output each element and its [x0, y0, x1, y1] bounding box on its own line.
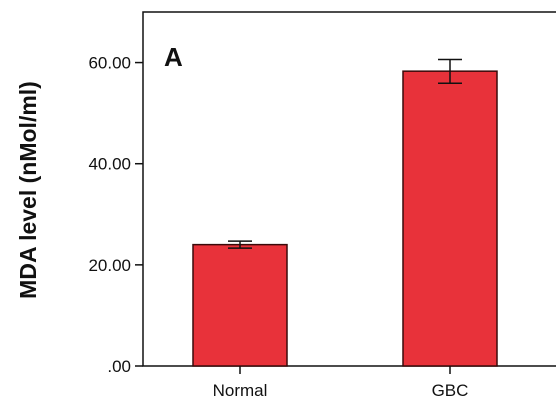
y-tick-label: 20.00: [88, 256, 131, 275]
y-tick-label: 60.00: [88, 54, 131, 73]
y-axis-title: MDA level (nMol/ml): [15, 81, 41, 299]
panel-letter: A: [164, 42, 183, 72]
x-axis-labels: Normal GBC: [213, 366, 469, 400]
plot-frame: [142, 11, 556, 367]
y-axis-ticks: .00 20.00 40.00 60.00: [88, 54, 143, 376]
bar-gbc: [402, 70, 498, 367]
bar-normal: [192, 243, 288, 367]
y-tick-label: .00: [107, 357, 131, 376]
error-bars-group: [228, 58, 462, 249]
y-tick-label: 40.00: [88, 155, 131, 174]
bars-group: [192, 70, 498, 367]
x-tick-label: Normal: [213, 381, 268, 400]
x-tick-label: GBC: [432, 381, 469, 400]
